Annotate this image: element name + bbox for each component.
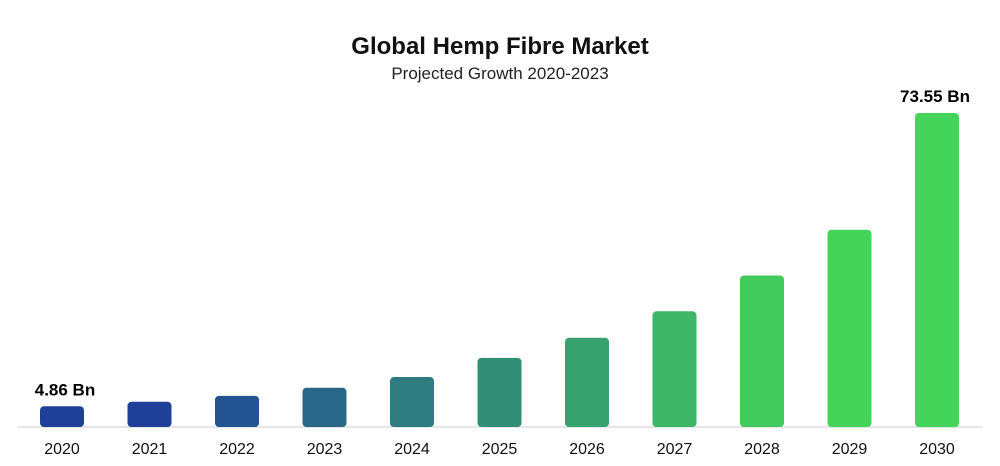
x-tick-label: 2029 xyxy=(832,441,868,458)
x-tick-label: 2027 xyxy=(657,441,693,458)
bar-2030 xyxy=(915,113,959,427)
chart-title: Global Hemp Fibre Market xyxy=(351,33,649,60)
data-label-2030: 73.55 Bn xyxy=(900,87,970,106)
bar-2020 xyxy=(40,406,84,427)
bar-2029 xyxy=(827,229,872,427)
x-tick-label: 2020 xyxy=(44,441,80,458)
x-tick-label: 2030 xyxy=(919,441,955,458)
x-tick-label: 2028 xyxy=(744,441,780,458)
bar-2026 xyxy=(565,337,609,427)
bar-2027 xyxy=(652,311,697,427)
x-tick-label: 2021 xyxy=(132,441,168,458)
chart-subtitle: Projected Growth 2020-2023 xyxy=(391,64,609,83)
bar-2025 xyxy=(477,357,522,427)
bar-2022 xyxy=(215,395,259,427)
x-tick-label: 2022 xyxy=(219,441,255,458)
bar-2021 xyxy=(127,401,172,427)
bar-2028 xyxy=(740,275,784,427)
x-tick-label: 2023 xyxy=(307,441,343,458)
x-tick-label: 2026 xyxy=(569,441,605,458)
x-tick-label: 2025 xyxy=(482,441,518,458)
bar-2023 xyxy=(302,387,347,427)
bar-2024 xyxy=(390,377,434,427)
x-tick-label: 2024 xyxy=(394,441,430,458)
data-label-2020: 4.86 Bn xyxy=(35,380,95,399)
